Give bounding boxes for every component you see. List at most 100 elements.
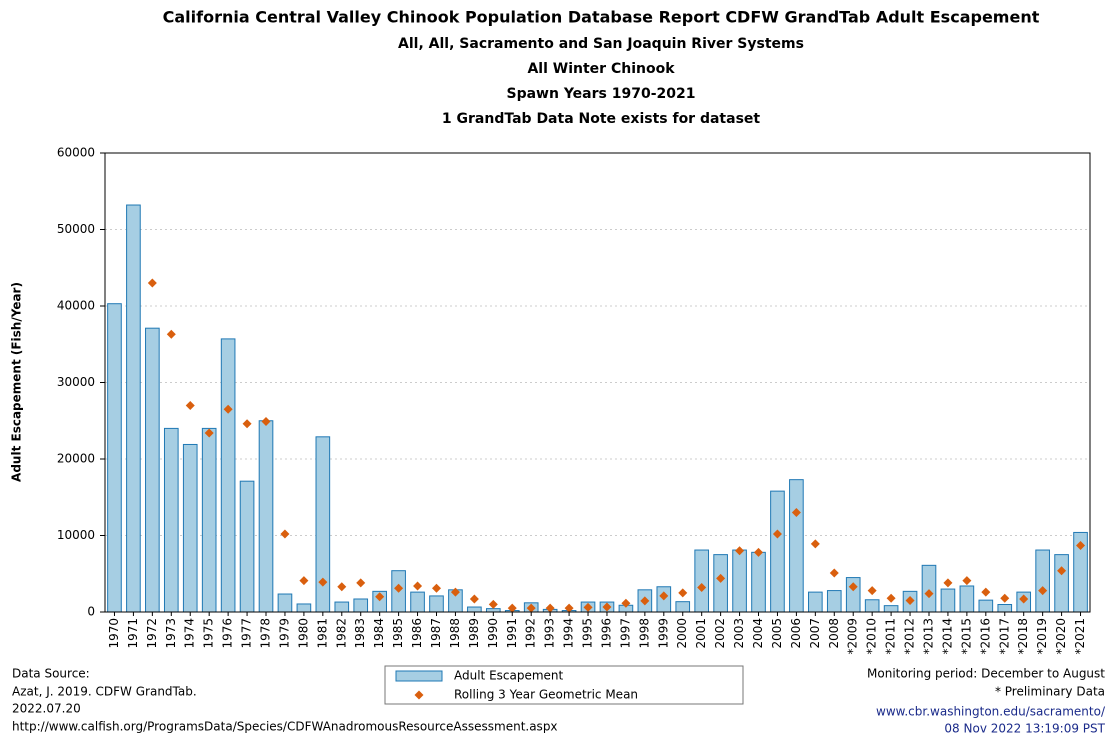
- y-axis-label: Adult Escapement (Fish/Year): [10, 282, 24, 482]
- point: [905, 596, 915, 606]
- bar: [201, 427, 217, 613]
- bar: [883, 605, 899, 613]
- point: [716, 573, 726, 583]
- bar: [959, 585, 975, 613]
- x-tick-label: *2011: [884, 618, 898, 655]
- x-tick-label: 1999: [656, 618, 670, 649]
- x-tick-label: *2017: [997, 618, 1011, 655]
- point: [810, 539, 820, 549]
- point: [1019, 594, 1029, 604]
- legend-swatch: [395, 670, 443, 682]
- x-tick-label: 1992: [524, 618, 538, 649]
- x-tick-label: 2004: [751, 618, 765, 649]
- bar: [789, 479, 804, 613]
- point: [848, 582, 858, 592]
- point: [450, 587, 460, 597]
- point: [697, 583, 707, 593]
- x-tick-label: 2005: [770, 618, 784, 649]
- x-tick-label: *2013: [921, 618, 935, 655]
- x-tick-label: *2014: [940, 618, 954, 655]
- note: http://www.calfish.org/ProgramsData/Spec…: [12, 720, 558, 734]
- x-tick-label: 1979: [277, 618, 291, 649]
- legend-label: Adult Escapement: [454, 669, 564, 683]
- subtitle: Spawn Years 1970-2021: [507, 86, 696, 102]
- point: [394, 583, 404, 593]
- bar: [353, 598, 369, 613]
- x-tick-label: 1996: [599, 618, 613, 649]
- x-tick-label: 1987: [429, 618, 443, 649]
- bar: [467, 606, 482, 613]
- x-tick-label: 1975: [202, 618, 216, 649]
- bar: [410, 591, 425, 613]
- point: [943, 578, 953, 588]
- bar: [145, 327, 160, 613]
- note: www.cbr.washington.edu/sacramento/: [876, 705, 1106, 719]
- point: [564, 603, 574, 613]
- point: [318, 577, 328, 587]
- bar: [751, 551, 766, 613]
- x-tick-label: 1985: [391, 618, 405, 649]
- x-tick-label: *2021: [1073, 618, 1087, 655]
- subtitle: All Winter Chinook: [527, 61, 675, 77]
- point: [488, 599, 498, 609]
- x-tick-label: *2020: [1054, 618, 1068, 655]
- bar: [978, 599, 994, 613]
- bar: [126, 204, 141, 613]
- x-tick-label: *2015: [959, 618, 973, 655]
- bar: [694, 549, 710, 613]
- bar: [163, 427, 179, 613]
- y-tick-label: 40000: [57, 299, 95, 313]
- y-tick-label: 20000: [57, 452, 95, 466]
- bar: [864, 599, 880, 613]
- x-tick-label: 1977: [240, 618, 254, 649]
- bar: [277, 593, 293, 613]
- point: [1076, 540, 1086, 550]
- x-tick-label: 1983: [353, 618, 367, 649]
- x-tick-label: 1970: [107, 618, 121, 649]
- x-tick-label: 1976: [221, 618, 235, 649]
- note: 08 Nov 2022 13:19:09 PST: [944, 722, 1105, 736]
- point: [981, 587, 991, 597]
- point: [280, 529, 290, 539]
- bar: [921, 564, 937, 613]
- point: [261, 417, 271, 427]
- x-tick-label: 1991: [505, 618, 519, 649]
- subtitle: 1 GrandTab Data Note exists for dataset: [442, 111, 760, 127]
- plot-frame: [104, 152, 1091, 613]
- x-tick-label: 1986: [410, 618, 424, 649]
- point: [337, 582, 347, 592]
- x-tick-label: 1994: [562, 618, 576, 649]
- point: [924, 589, 934, 599]
- point: [166, 329, 176, 339]
- y-tick-label: 0: [87, 605, 95, 619]
- point: [507, 603, 517, 613]
- x-tick-label: 1988: [448, 618, 462, 649]
- point: [754, 547, 764, 557]
- point: [640, 596, 650, 606]
- note: Monitoring period: December to August: [867, 667, 1105, 681]
- point: [659, 591, 669, 601]
- point: [867, 586, 877, 596]
- bar: [826, 590, 842, 613]
- x-tick-label: 1974: [183, 618, 197, 649]
- legend-label: Rolling 3 Year Geometric Mean: [454, 688, 638, 702]
- point: [1000, 593, 1010, 603]
- bar: [239, 480, 255, 613]
- x-tick-label: *2012: [903, 618, 917, 655]
- x-tick-label: 2002: [713, 618, 727, 649]
- bar: [485, 608, 501, 613]
- bar: [429, 595, 444, 613]
- subtitle: All, All, Sacramento and San Joaquin Riv…: [398, 36, 804, 52]
- x-tick-label: *2018: [1016, 618, 1030, 655]
- point: [147, 278, 157, 288]
- point: [886, 593, 896, 603]
- point: [204, 428, 214, 438]
- bar: [808, 591, 823, 613]
- x-tick-label: 1989: [467, 618, 481, 649]
- x-tick-label: 2006: [789, 618, 803, 649]
- bar: [1054, 554, 1069, 613]
- x-tick-label: 2003: [732, 618, 746, 649]
- x-tick-label: *2009: [846, 618, 860, 655]
- x-tick-label: 2007: [808, 618, 822, 649]
- point: [356, 578, 366, 588]
